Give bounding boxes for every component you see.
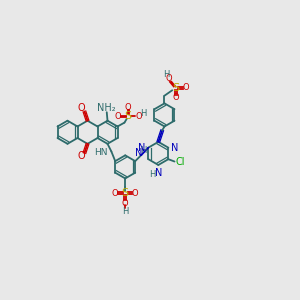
Text: N: N bbox=[135, 148, 143, 158]
Text: H: H bbox=[140, 146, 146, 155]
Text: S: S bbox=[122, 188, 129, 198]
Text: O: O bbox=[135, 112, 142, 121]
Text: S: S bbox=[172, 83, 180, 93]
Text: O: O bbox=[125, 103, 132, 112]
Text: O: O bbox=[112, 189, 119, 198]
Text: H: H bbox=[149, 170, 155, 179]
Text: O: O bbox=[173, 94, 179, 103]
Text: N: N bbox=[138, 143, 145, 153]
Text: O: O bbox=[122, 199, 128, 208]
Text: H: H bbox=[122, 207, 128, 216]
Text: HN: HN bbox=[94, 148, 108, 157]
Text: N: N bbox=[171, 143, 179, 153]
Text: Cl: Cl bbox=[175, 157, 184, 167]
Text: NH₂: NH₂ bbox=[98, 103, 116, 112]
Text: S: S bbox=[125, 112, 132, 122]
Text: O: O bbox=[115, 112, 122, 121]
Text: O: O bbox=[77, 151, 85, 161]
Text: O: O bbox=[77, 103, 85, 113]
Text: N: N bbox=[154, 168, 162, 178]
Text: O: O bbox=[165, 74, 172, 83]
Text: O: O bbox=[183, 83, 189, 92]
Text: H: H bbox=[163, 70, 169, 79]
Text: H: H bbox=[140, 109, 146, 118]
Text: O: O bbox=[132, 189, 139, 198]
